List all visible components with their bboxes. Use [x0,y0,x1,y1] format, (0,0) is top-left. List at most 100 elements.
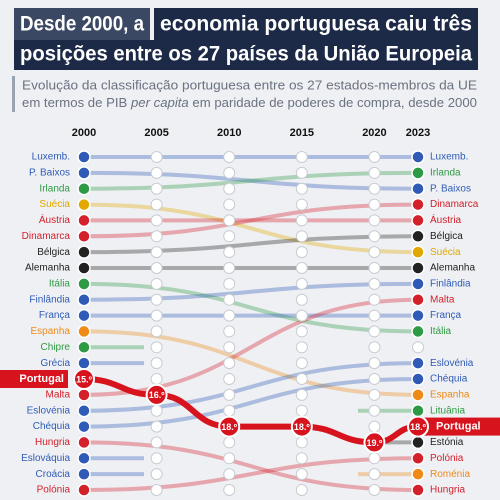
flag [411,277,425,291]
country-line [83,297,419,397]
flag-dot [368,151,381,163]
left-label: Alemanha [25,263,70,274]
flag-dot [150,436,163,449]
left-label: Suécia [39,199,70,210]
flag [77,467,91,481]
flag-dot [295,373,308,385]
flag-dot [223,166,236,179]
right-label: Espanha [430,389,470,400]
flag-dot [223,214,236,227]
flag [77,356,91,370]
flag [411,483,425,497]
flag-dot [150,309,163,322]
flag-dot [150,404,163,417]
flag-dot [295,262,308,274]
left-label: Eslováquia [21,453,70,464]
flag-dot [150,262,163,274]
left-label: Hungria [35,437,70,448]
left-label: Eslovénia [27,405,71,416]
flag-dot [223,309,236,322]
data-label: 19.º [367,438,384,448]
right-label: P. Baixos [430,183,471,194]
rank-marker [73,368,95,390]
left-label: Dinamarca [22,231,71,242]
flag-dot [223,277,236,290]
flag-dot [368,293,381,306]
rank-marker [145,383,168,406]
country-line [83,202,419,239]
left-label: P. Baixos [29,167,70,178]
flag [411,181,425,196]
left-label: Chipre [41,342,71,353]
flag-dot [223,182,236,195]
subtitle: per capita [130,96,189,110]
flag-dot [368,357,381,370]
title: posições entre os 27 países da União Eur… [20,43,472,66]
right-label: Estónia [430,437,464,448]
flag-dot [150,166,163,179]
flag-dot [368,277,381,290]
flag [77,197,91,212]
flag-dot [150,341,163,354]
flag-dot [295,166,308,179]
country-line [83,234,419,255]
highlight-box [0,370,68,388]
right-label: Finlândia [430,278,471,289]
flag-dot [295,357,308,370]
flag-dot [368,309,381,322]
left-label: Polónia [37,485,71,496]
flag-dot [223,325,236,338]
flag-dot [368,246,381,259]
subtitle-bar [12,76,15,112]
x-tick-label: 2020 [362,127,386,139]
right-label: Polónia [430,453,464,464]
x-tick-label: 2010 [217,127,241,139]
right-label: Chéquia [430,374,468,385]
country-line [83,361,419,413]
flag [411,308,425,323]
flag-dot [368,325,381,338]
flag [77,403,91,418]
title-box [14,8,150,40]
data-label: 18.º [221,422,238,432]
flag [77,166,91,180]
flag-dot [223,198,236,211]
flag-dot [295,388,308,401]
flag-dot [223,246,236,259]
flag-dot [150,373,163,385]
right-label: Suécia [430,247,461,258]
flag [411,197,425,212]
flag-dot [150,484,163,496]
right-label: Irlanda [430,167,461,178]
flag-dot [295,309,308,322]
data-label: 15.º [76,374,93,384]
rank-marker [407,415,429,438]
flag-dot [150,182,163,195]
rank-marker [218,415,241,438]
flag-dot [223,341,236,354]
flag-dot [368,341,381,354]
flag [77,324,91,339]
flag [77,435,91,450]
flag-dot [223,404,236,417]
flag-dot [368,230,381,243]
left-label: Chéquia [33,421,71,432]
right-label: França [430,310,462,321]
flag [411,166,425,180]
flag-dot [223,262,236,274]
plot: 2000 2005 2010 2015 2020 2023 Luxemb. P. Baixos… [0,127,500,497]
flag [411,150,425,164]
flag-dot [223,468,236,481]
flag-dot [295,341,308,354]
flag-dot [412,341,424,354]
left-label: Grécia [41,358,71,369]
flag-dot [368,262,381,274]
flag [411,213,425,228]
left-label: Finlândia [29,294,70,305]
flag [411,229,425,244]
country-line [83,281,419,302]
flag-dot [368,198,381,211]
flag [411,356,425,370]
flag [411,388,425,402]
left-label: Luxemb. [32,152,70,163]
